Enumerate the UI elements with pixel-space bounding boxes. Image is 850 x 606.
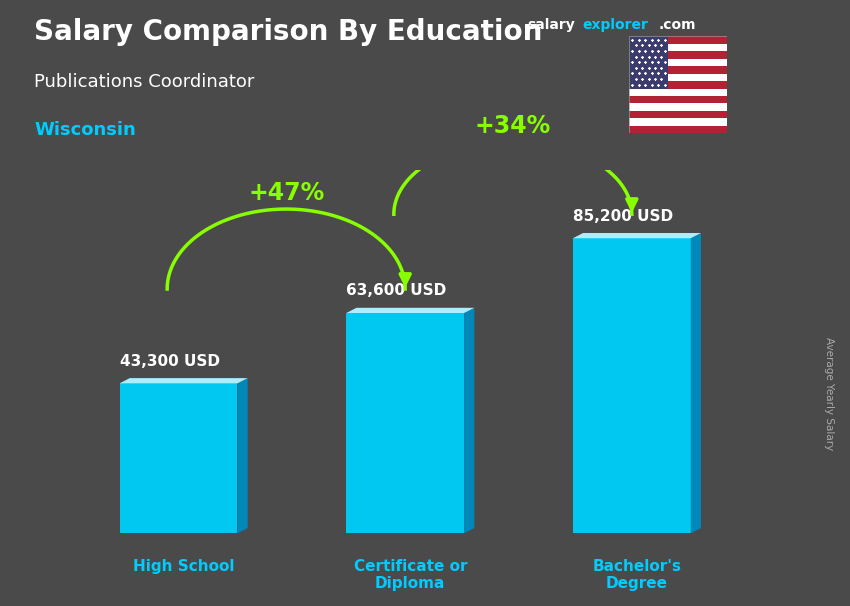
Bar [346,313,464,533]
Text: Wisconsin: Wisconsin [34,121,136,139]
Text: explorer: explorer [582,18,648,32]
Text: Publications Coordinator: Publications Coordinator [34,73,254,91]
Polygon shape [237,378,247,533]
Bar [629,111,727,118]
Bar [629,66,727,74]
Bar [629,36,668,88]
Text: Certificate or
Diploma: Certificate or Diploma [354,559,467,591]
Bar [629,81,727,88]
Bar [629,44,727,52]
Text: 63,600 USD: 63,600 USD [346,284,446,299]
Polygon shape [691,233,701,533]
Bar [629,52,727,59]
Bar [629,104,727,111]
Bar [629,74,727,81]
Text: 43,300 USD: 43,300 USD [120,354,219,369]
Bar [629,88,727,96]
Bar [629,59,727,66]
Polygon shape [120,378,247,384]
Text: Average Yearly Salary: Average Yearly Salary [824,338,834,450]
Text: High School: High School [133,559,235,574]
Text: .com: .com [659,18,696,32]
Text: salary: salary [527,18,575,32]
Text: +47%: +47% [248,181,325,205]
Bar [629,126,727,133]
Text: Bachelor's
Degree: Bachelor's Degree [592,559,682,591]
Bar [629,96,727,104]
Text: +34%: +34% [474,114,551,138]
Text: Salary Comparison By Education: Salary Comparison By Education [34,18,542,46]
Polygon shape [573,233,701,238]
Bar [629,118,727,126]
Bar [629,36,727,44]
Text: 85,200 USD: 85,200 USD [573,208,673,224]
Polygon shape [346,308,474,313]
Bar [573,238,691,533]
Polygon shape [464,308,474,533]
Bar [120,384,237,533]
